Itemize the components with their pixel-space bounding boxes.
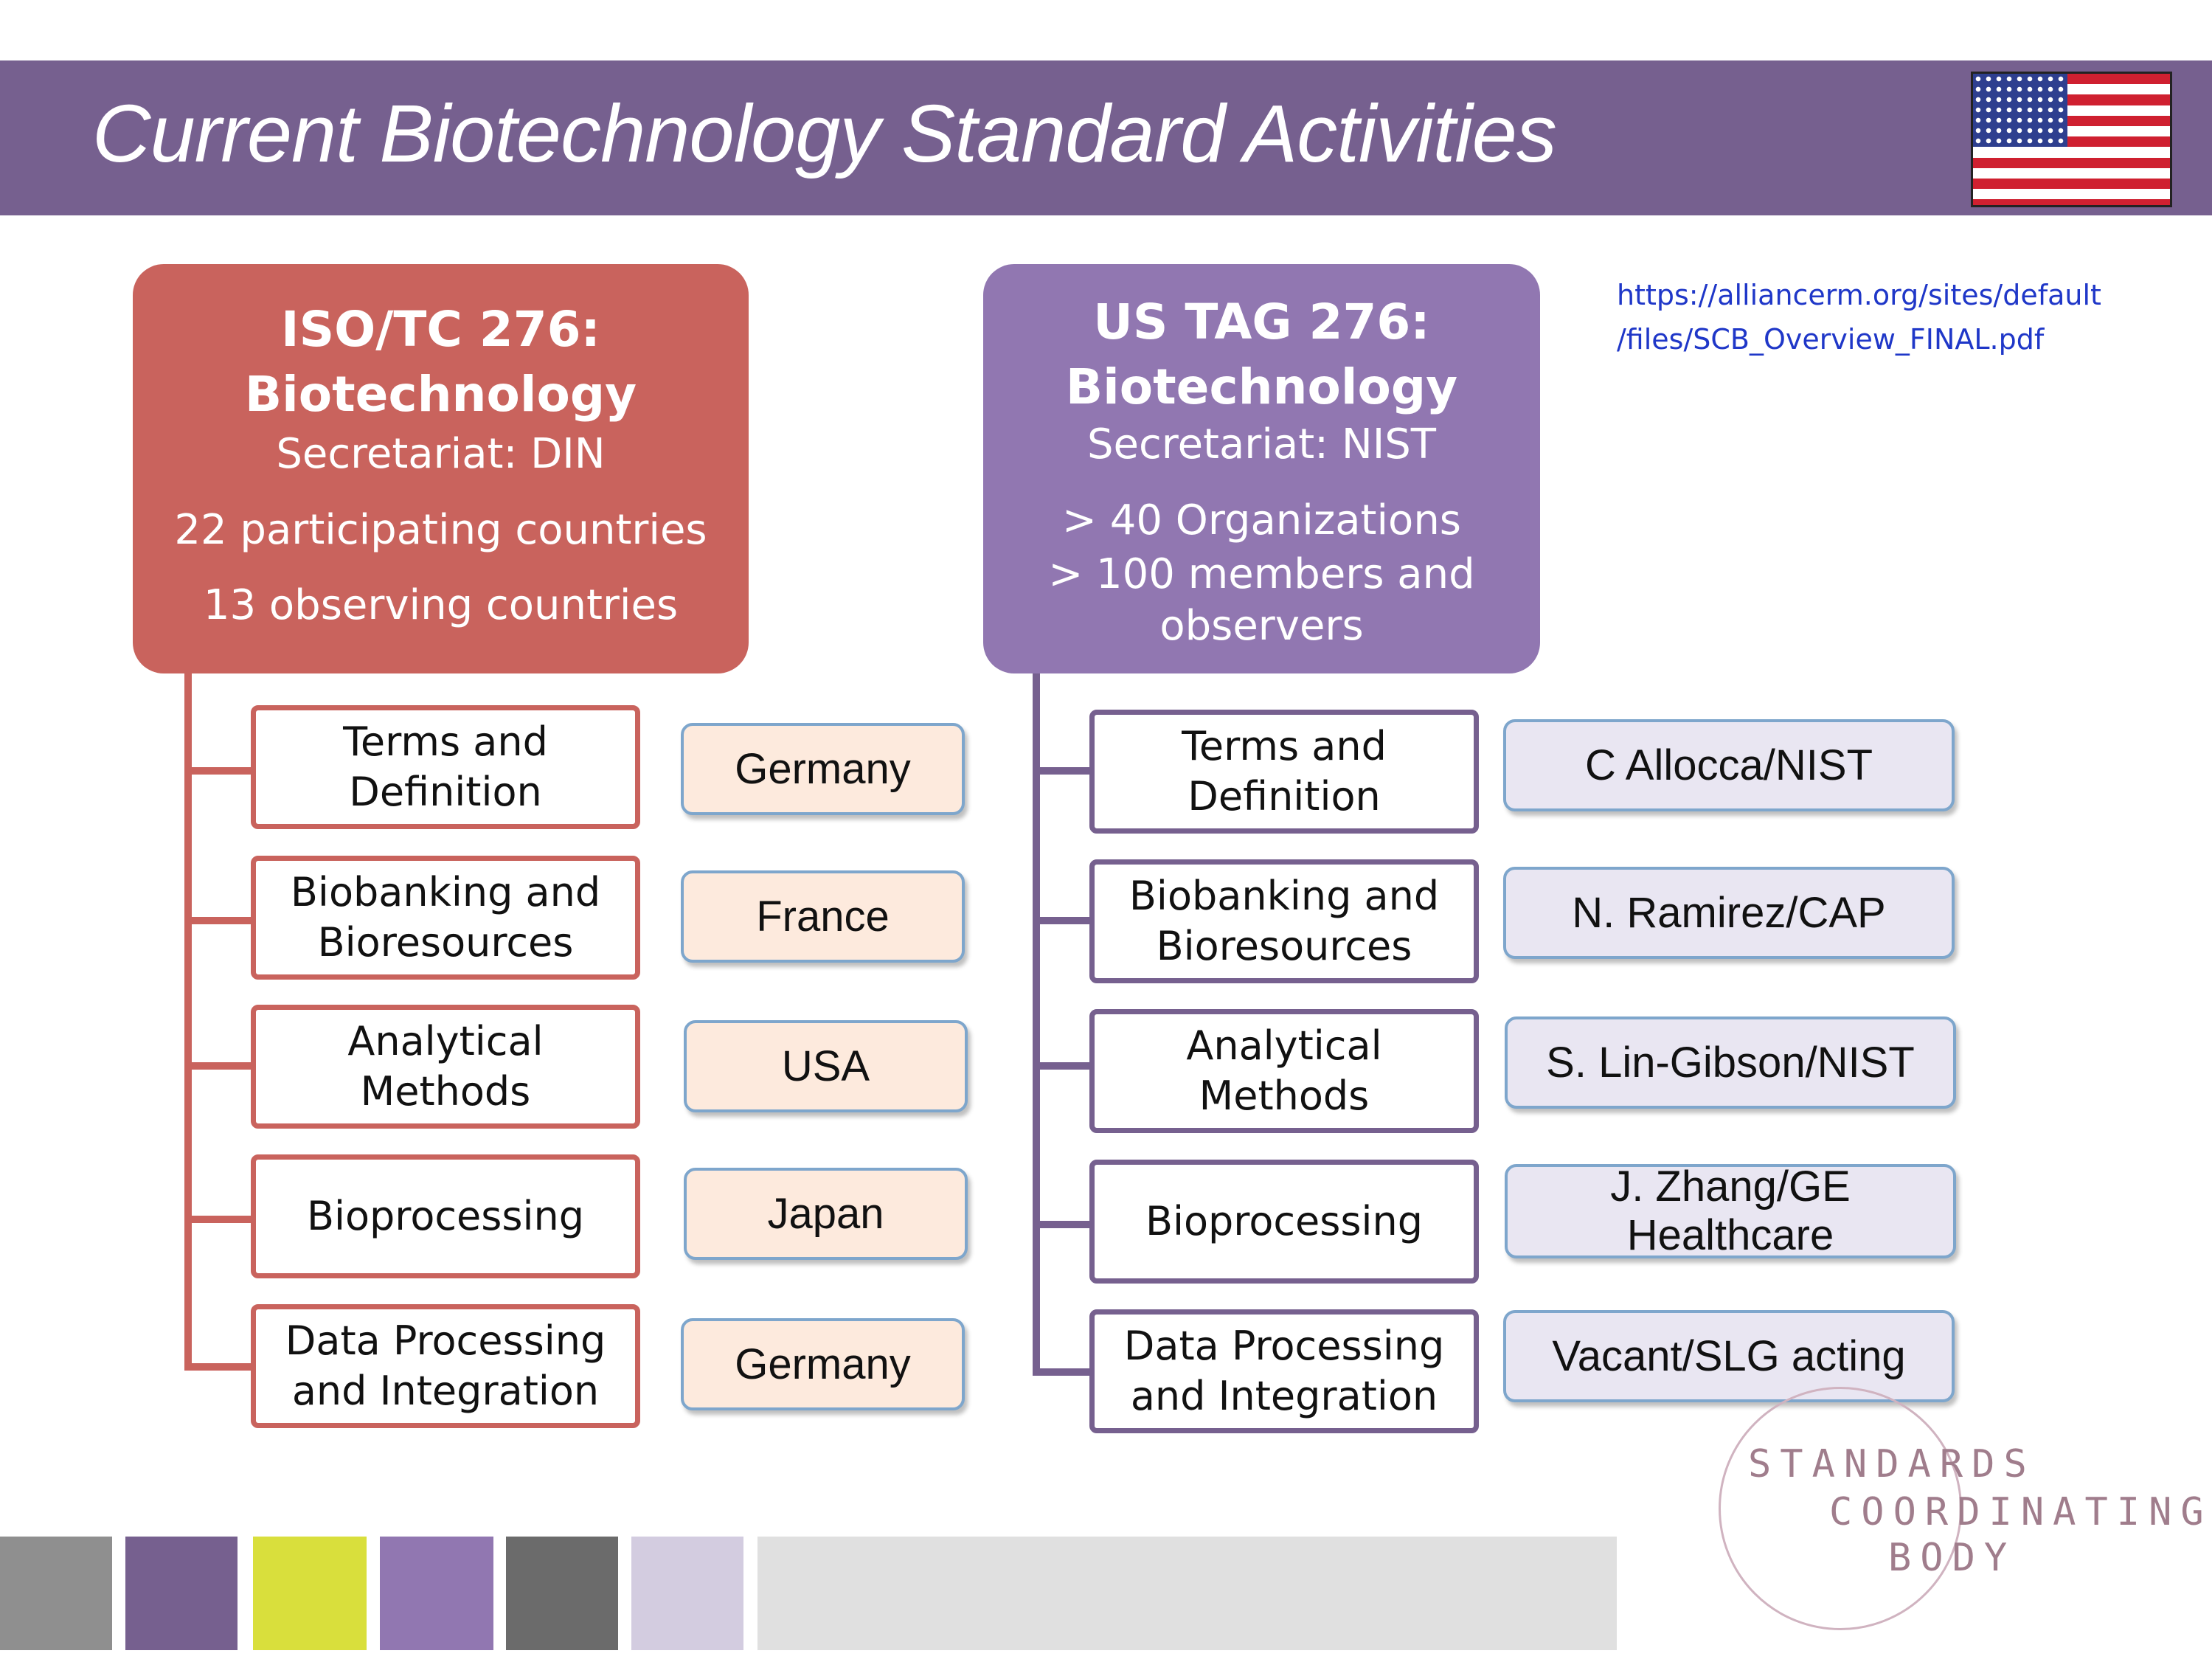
source-link[interactable]: https://alliancerm.org/sites/default /fi… [1617,273,2101,361]
iso-stat-participating: 22 participating countries [174,506,707,554]
iso-tc276-box: ISO/TC 276: Biotechnology Secretariat: D… [133,264,749,673]
us-lead-bioprocessing: J. Zhang/GE Healthcare [1505,1163,1956,1259]
iso-lead-terms: Germany [681,723,965,815]
palette-square [0,1537,112,1650]
iso-wg-biobanking: Biobanking and Bioresources [251,856,640,980]
iso-branch [184,1062,252,1070]
us-wg-terms: Terms and Definition [1089,710,1479,834]
logo-line-body: BODY [1888,1536,2017,1580]
palette-bar [757,1537,1617,1650]
iso-branch [184,767,252,775]
us-flag-icon [1971,72,2172,207]
iso-stat-observing: 13 observing countries [203,581,679,629]
us-tag276-box: US TAG 276: Biotechnology Secretariat: N… [983,264,1540,673]
us-stat-observers: observers [1159,602,1364,650]
source-link-line2: /files/SCB_Overview_FINAL.pdf [1617,323,2045,356]
us-tree-trunk [1033,673,1040,1376]
us-branch [1033,1062,1092,1070]
us-wg-data-processing: Data Processing and Integration [1089,1309,1479,1433]
us-branch [1033,917,1092,924]
source-link-line1: https://alliancerm.org/sites/default [1617,279,2101,311]
iso-branch [184,1216,252,1223]
iso-secretariat: Secretariat: DIN [276,430,606,478]
palette-square [253,1537,367,1650]
us-wg-biobanking: Biobanking and Bioresources [1089,859,1479,983]
us-stat-members: > 100 members and [1048,550,1475,598]
us-branch [1033,1221,1092,1228]
palette-square [506,1537,618,1650]
palette-square [380,1537,493,1650]
iso-subject: Biotechnology [244,366,637,423]
us-branch [1033,1368,1092,1376]
page-title: Current Biotechnology Standard Activitie… [92,89,1557,179]
iso-lead-biobanking: France [681,870,965,963]
us-name: US TAG 276: [1093,294,1430,350]
title-bar [0,60,2212,215]
us-wg-bioprocessing: Bioprocessing [1089,1160,1479,1284]
iso-wg-data-processing: Data Processing and Integration [251,1304,640,1428]
iso-wg-bioprocessing: Bioprocessing [251,1154,640,1278]
iso-lead-analytical: USA [684,1020,968,1112]
palette-square [631,1537,743,1650]
us-lead-analytical: S. Lin-Gibson/NIST [1505,1016,1956,1109]
us-stat-organizations: > 40 Organizations [1062,496,1461,544]
iso-wg-analytical: Analytical Methods [251,1005,640,1129]
iso-wg-terms: Terms and Definition [251,705,640,829]
iso-branch [184,917,252,924]
palette-square [125,1537,238,1650]
us-secretariat: Secretariat: NIST [1087,420,1436,468]
us-lead-data-processing: Vacant/SLG acting [1503,1310,1955,1402]
iso-branch [184,1363,252,1371]
us-branch [1033,767,1092,775]
iso-lead-data-processing: Germany [681,1318,965,1410]
us-subject: Biotechnology [1065,359,1458,415]
logo-line-standards: STANDARDS [1748,1442,2036,1486]
us-lead-biobanking: N. Ramirez/CAP [1503,867,1955,959]
iso-lead-bioprocessing: Japan [684,1168,968,1260]
us-wg-analytical: Analytical Methods [1089,1009,1479,1133]
iso-name: ISO/TC 276: [281,301,600,358]
logo-circle-icon [1719,1387,1962,1630]
logo-line-coordinating: COORDINATING [1829,1490,2212,1534]
iso-tree-trunk [184,673,192,1371]
us-lead-terms: C Allocca/NIST [1503,719,1955,811]
